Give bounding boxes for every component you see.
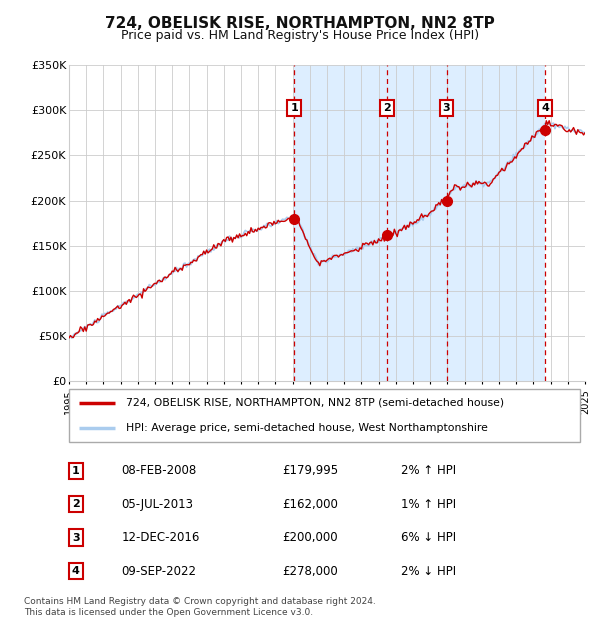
Text: HPI: Average price, semi-detached house, West Northamptonshire: HPI: Average price, semi-detached house,… [126, 423, 488, 433]
Text: 724, OBELISK RISE, NORTHAMPTON, NN2 8TP: 724, OBELISK RISE, NORTHAMPTON, NN2 8TP [105, 16, 495, 30]
Text: Price paid vs. HM Land Registry's House Price Index (HPI): Price paid vs. HM Land Registry's House … [121, 29, 479, 42]
Text: £162,000: £162,000 [283, 498, 338, 511]
Text: £278,000: £278,000 [283, 565, 338, 577]
Text: 1% ↑ HPI: 1% ↑ HPI [401, 498, 456, 511]
Text: 09-SEP-2022: 09-SEP-2022 [121, 565, 196, 577]
Text: 4: 4 [541, 103, 549, 113]
Text: 2: 2 [383, 103, 391, 113]
Text: 08-FEB-2008: 08-FEB-2008 [121, 464, 197, 477]
Text: 6% ↓ HPI: 6% ↓ HPI [401, 531, 456, 544]
Text: 1: 1 [290, 103, 298, 113]
FancyBboxPatch shape [69, 389, 580, 442]
Bar [545, 65, 593, 381]
Text: 1: 1 [72, 466, 80, 476]
Text: £200,000: £200,000 [283, 531, 338, 544]
Bar [295, 65, 545, 381]
Text: Contains HM Land Registry data © Crown copyright and database right 2024.
This d: Contains HM Land Registry data © Crown c… [24, 598, 376, 617]
Text: 12-DEC-2016: 12-DEC-2016 [121, 531, 200, 544]
Text: 2: 2 [72, 499, 80, 509]
Text: 724, OBELISK RISE, NORTHAMPTON, NN2 8TP (semi-detached house): 724, OBELISK RISE, NORTHAMPTON, NN2 8TP … [126, 397, 504, 407]
Text: 05-JUL-2013: 05-JUL-2013 [121, 498, 193, 511]
Text: 2% ↓ HPI: 2% ↓ HPI [401, 565, 456, 577]
Text: £179,995: £179,995 [283, 464, 338, 477]
Text: 2% ↑ HPI: 2% ↑ HPI [401, 464, 456, 477]
Text: 4: 4 [72, 566, 80, 576]
Text: 3: 3 [72, 533, 80, 542]
Text: 3: 3 [443, 103, 451, 113]
